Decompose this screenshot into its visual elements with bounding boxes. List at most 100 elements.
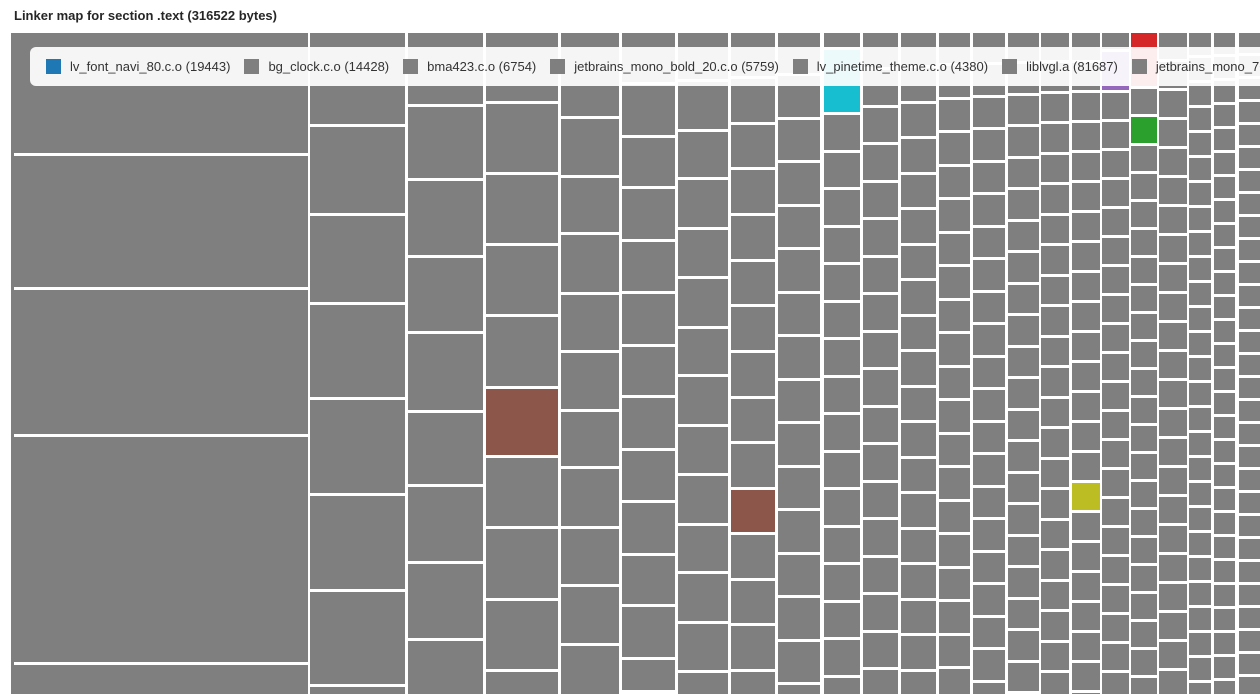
treemap-cell[interactable] xyxy=(1041,612,1069,640)
treemap-cell[interactable] xyxy=(863,333,898,367)
treemap-cell[interactable] xyxy=(1214,465,1235,486)
treemap-cell[interactable] xyxy=(1102,122,1129,148)
treemap-cell[interactable] xyxy=(939,502,970,532)
treemap-cell[interactable] xyxy=(1102,151,1129,177)
treemap-cell[interactable] xyxy=(310,216,405,302)
treemap-cell[interactable] xyxy=(1239,493,1260,513)
treemap-cell[interactable] xyxy=(1239,309,1260,329)
treemap-cell[interactable] xyxy=(1131,482,1157,507)
treemap-cell[interactable] xyxy=(778,685,820,694)
treemap-cell[interactable] xyxy=(1239,148,1260,168)
treemap-cell[interactable] xyxy=(1102,238,1129,264)
treemap-cell[interactable] xyxy=(1072,273,1100,300)
treemap-cell[interactable] xyxy=(1189,483,1211,505)
treemap-cell[interactable] xyxy=(731,535,775,578)
treemap-cell[interactable] xyxy=(1159,555,1187,581)
treemap-cell[interactable] xyxy=(1072,453,1100,480)
treemap-cell[interactable] xyxy=(1189,108,1211,130)
treemap-cell[interactable] xyxy=(824,528,860,562)
treemap-cell[interactable] xyxy=(1214,369,1235,390)
treemap-cell[interactable] xyxy=(1214,345,1235,366)
treemap-cell[interactable] xyxy=(1072,513,1100,540)
treemap-cell[interactable] xyxy=(1072,423,1100,450)
treemap-cell[interactable] xyxy=(1239,608,1260,628)
treemap-cell[interactable] xyxy=(1214,201,1235,222)
treemap-cell[interactable] xyxy=(1239,631,1260,651)
treemap-cell[interactable] xyxy=(1102,33,1129,49)
treemap-cell[interactable] xyxy=(824,565,860,600)
treemap-cell[interactable] xyxy=(1131,426,1157,451)
treemap-cell[interactable] xyxy=(778,120,820,160)
treemap-cell[interactable] xyxy=(1159,526,1187,552)
treemap-cell[interactable] xyxy=(622,294,675,344)
treemap-cell[interactable] xyxy=(1102,180,1129,206)
treemap-cell[interactable] xyxy=(678,673,728,694)
treemap-cell[interactable] xyxy=(1239,562,1260,582)
treemap-cell[interactable] xyxy=(1102,644,1129,670)
treemap-cell[interactable] xyxy=(1072,123,1100,150)
treemap-cell[interactable] xyxy=(1072,303,1100,330)
treemap-cell[interactable] xyxy=(622,660,675,690)
treemap-cell[interactable] xyxy=(1189,158,1211,180)
treemap-cell[interactable] xyxy=(824,340,860,375)
treemap-cell[interactable] xyxy=(1214,633,1235,654)
treemap-cell[interactable] xyxy=(778,163,820,204)
treemap-cell[interactable] xyxy=(863,183,898,217)
treemap-cell[interactable] xyxy=(939,569,970,599)
treemap-cell[interactable] xyxy=(824,153,860,187)
treemap-cell[interactable] xyxy=(1239,654,1260,674)
treemap-cell[interactable] xyxy=(731,262,775,304)
legend-item[interactable]: liblvgl.a (81687) xyxy=(1002,59,1118,74)
treemap-cell[interactable] xyxy=(1159,381,1187,407)
treemap-cell[interactable] xyxy=(1214,225,1235,246)
treemap-cell[interactable] xyxy=(622,607,675,657)
treemap-cell[interactable] xyxy=(1159,91,1187,117)
treemap-cell[interactable] xyxy=(901,246,936,278)
treemap-cell[interactable] xyxy=(1239,194,1260,214)
treemap-cell[interactable] xyxy=(1159,120,1187,146)
treemap-cell[interactable] xyxy=(1131,174,1157,199)
treemap-cell[interactable] xyxy=(973,358,1005,387)
treemap-cell[interactable] xyxy=(1159,352,1187,378)
treemap-cell[interactable] xyxy=(310,687,405,694)
treemap-cell[interactable] xyxy=(973,455,1005,485)
treemap-cell[interactable] xyxy=(939,468,970,499)
treemap-cell[interactable] xyxy=(1159,178,1187,204)
treemap-cell[interactable] xyxy=(901,210,936,243)
treemap-cell[interactable] xyxy=(14,665,308,694)
treemap-cell[interactable] xyxy=(824,453,860,487)
treemap-cell[interactable] xyxy=(1072,543,1100,570)
treemap-cell[interactable] xyxy=(1214,681,1235,694)
treemap-cell-brown[interactable] xyxy=(731,490,775,532)
treemap-cell[interactable] xyxy=(1239,240,1260,260)
treemap-cell[interactable] xyxy=(778,642,820,682)
treemap-cell[interactable] xyxy=(1214,153,1235,174)
treemap-cell[interactable] xyxy=(863,633,898,667)
treemap-cell[interactable] xyxy=(1131,370,1157,395)
treemap-cell[interactable] xyxy=(1008,379,1039,408)
treemap-cell[interactable] xyxy=(901,530,936,562)
treemap-cell[interactable] xyxy=(863,145,898,180)
treemap-cell[interactable] xyxy=(1102,325,1129,351)
treemap-cell[interactable] xyxy=(678,132,728,177)
treemap-cell[interactable] xyxy=(1041,277,1069,304)
treemap-cell[interactable] xyxy=(731,216,775,259)
treemap-cell[interactable] xyxy=(1008,631,1039,660)
treemap-cell[interactable] xyxy=(1041,185,1069,213)
treemap-cell[interactable] xyxy=(901,636,936,669)
treemap-cell[interactable] xyxy=(1131,146,1157,171)
treemap-cell[interactable] xyxy=(1239,585,1260,605)
treemap-cell[interactable] xyxy=(1131,202,1157,227)
treemap-cell[interactable] xyxy=(824,33,860,47)
treemap-cell[interactable] xyxy=(1239,516,1260,536)
treemap-cell[interactable] xyxy=(973,163,1005,192)
treemap-cell[interactable] xyxy=(1239,102,1260,122)
treemap-cell[interactable] xyxy=(939,167,970,197)
treemap-cell[interactable] xyxy=(1008,663,1039,691)
treemap-cell[interactable] xyxy=(561,587,619,643)
treemap-cell[interactable] xyxy=(1041,216,1069,243)
treemap-cell[interactable] xyxy=(1159,642,1187,668)
treemap-cell[interactable] xyxy=(939,267,970,298)
treemap-cell[interactable] xyxy=(863,520,898,555)
treemap-cell[interactable] xyxy=(731,170,775,213)
